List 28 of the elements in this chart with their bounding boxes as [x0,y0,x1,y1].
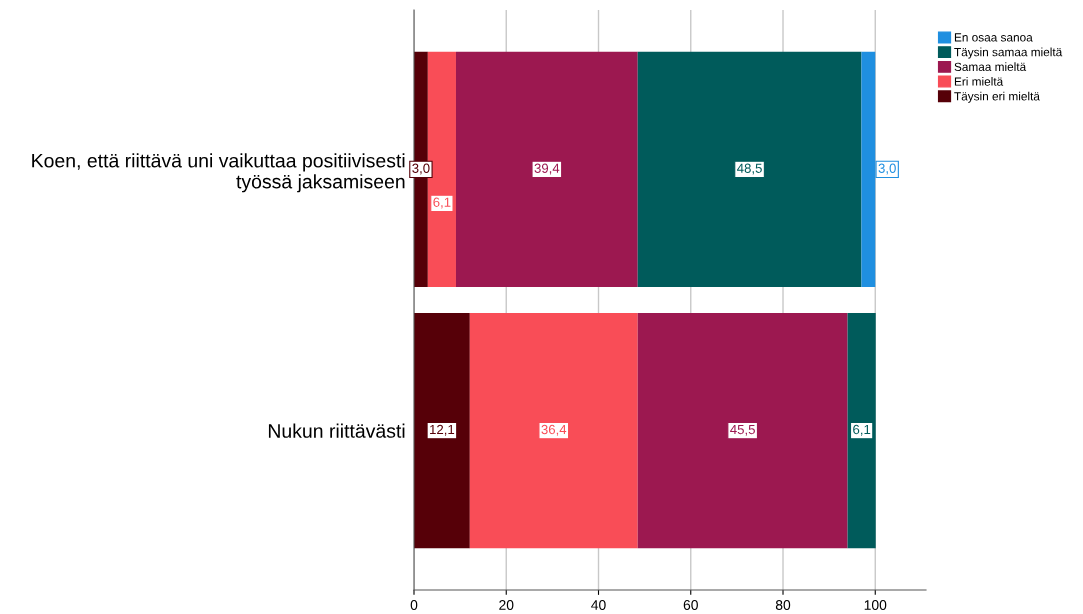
bar [469,313,638,549]
x-tick-label: 100 [864,600,887,610]
data-label: 45,5 [730,424,755,436]
data-label: 3,0 [878,163,896,175]
legend-label: Täysin samaa mieltä [954,47,1063,59]
bar [847,313,876,549]
data-label: 36,4 [541,424,567,436]
legend-label: Samaa mieltä [954,62,1027,72]
bar [414,313,470,549]
data-label: 12,1 [430,424,455,436]
bar [637,313,848,549]
bar [637,51,862,287]
x-tick-label: 80 [775,600,791,610]
data-label: 6,1 [433,197,451,209]
data-label: 6,1 [853,424,871,436]
y-tick-label: Nukun riittävästi [268,423,405,438]
data-label: 3,0 [412,163,430,175]
x-tick-label: 60 [683,600,698,610]
x-tick-label: 20 [499,600,514,610]
x-tick-label: 0 [410,600,418,610]
bar [455,51,638,287]
y-tick-label: Koen, että riittävä uni vaikuttaa positiivisesti työssä jaksamiseen [32,153,405,193]
x-tick-label: 40 [591,600,606,610]
legend-label: Täysin eri mieltä [954,91,1040,103]
data-label: 48,5 [737,163,762,175]
legend-label: Eri mieltä [954,77,1004,86]
legend-label: En osaa sanoa [954,33,1033,42]
data-label: 39,4 [534,163,560,175]
